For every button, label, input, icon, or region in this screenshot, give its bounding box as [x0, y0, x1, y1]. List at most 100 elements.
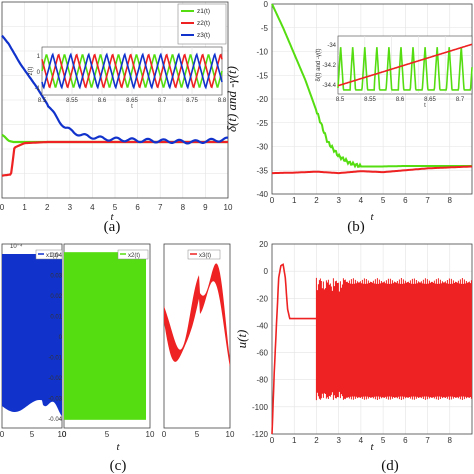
- chart-a-frame: [1, 1, 229, 199]
- chart-c-ytick: 0.04: [50, 253, 62, 259]
- chart-b-frame: [271, 3, 473, 195]
- chart-b-xtick: 4: [359, 196, 364, 205]
- series-red-band: [315, 277, 472, 401]
- series-blue-band: [2, 254, 62, 417]
- chart-d-ytick: -80: [256, 376, 268, 385]
- chart-b-inset-xtick: 8.55: [364, 97, 376, 103]
- chart-b-xtick: 6: [403, 196, 408, 205]
- chart-b-ytick: -15: [256, 71, 268, 80]
- chart-a-inset-xtick: 8.75: [186, 98, 198, 104]
- series-red-line: [272, 165, 472, 175]
- chart-c-panel-xtick: 0: [0, 430, 5, 439]
- chart-a-xtick: 1: [22, 203, 27, 212]
- chart-c-xlabel: t: [116, 441, 120, 453]
- chart-a-xtick: 0: [0, 203, 5, 212]
- chart-d-xtick: 6: [403, 436, 408, 445]
- chart-a-inset-ytick: -1: [35, 86, 41, 92]
- chart-b-ytick: -25: [256, 119, 268, 128]
- inset-series-red: [41, 53, 223, 89]
- chart-d-xtick: 4: [359, 436, 364, 445]
- chart-d-xtick: 7: [425, 436, 430, 445]
- chart-c-ytick: 0: [59, 335, 63, 341]
- chart-b-xtick: 2: [314, 196, 319, 205]
- chart-a-inset-ytick: 0: [37, 70, 41, 76]
- chart-c-panel-frame: [163, 243, 231, 429]
- caption-b: (b): [347, 219, 365, 235]
- chart-b-xlabel: t: [370, 211, 374, 223]
- chart-c-ytick: 0.03: [50, 274, 62, 280]
- chart-b: 0 1 2 3 4 5 6 7 8 0 -5 -10 -15 -20 -25 -30 -35 -40 t δ(t) a…: [224, 0, 473, 223]
- chart-d-xtick: 8: [448, 436, 453, 445]
- chart-a-xtick: 4: [90, 203, 95, 212]
- chart-b-inset-xlabel: t: [424, 103, 426, 109]
- chart-d-ytick: -120: [252, 430, 269, 439]
- legend-label: z3(t): [197, 32, 210, 39]
- chart-b-xtick: 8: [448, 196, 453, 205]
- chart-d-xtick: 0: [270, 436, 275, 445]
- chart-a-xtick: 8: [181, 203, 186, 212]
- inset-series-green: [41, 54, 223, 88]
- chart-c-legend-2: [117, 249, 149, 260]
- chart-b-ylabel: δ(t) and -γ(t): [224, 66, 239, 132]
- chart-b-xtick: 0: [270, 196, 275, 205]
- chart-d-frame: [271, 243, 473, 435]
- series-green-line: [271, 3, 472, 169]
- chart-a-inset-ytick: 1: [37, 54, 41, 60]
- chart-c-ytick: -0.01: [48, 355, 62, 361]
- chart-b-xtick: 7: [425, 196, 430, 205]
- chart-b-ytick: -5: [261, 24, 269, 33]
- chart-a-xtick: 2: [45, 203, 50, 212]
- chart-c-panel-xtick: 5: [30, 430, 35, 439]
- chart-b-inset-ytick: -34.4: [322, 83, 336, 89]
- chart-d: 0 1 2 3 4 5 6 7 8 20 0 -20 -40 -60 -80 -100 -120 t u(t): [234, 240, 473, 453]
- legend-label: x3(t): [199, 253, 211, 259]
- chart-c-ytick: -0.02: [48, 376, 62, 382]
- chart-d-xtick: 3: [336, 436, 341, 445]
- chart-b-ytick: -35: [256, 166, 268, 175]
- caption-d: (d): [381, 458, 399, 474]
- chart-d-xlabel: t: [370, 441, 374, 453]
- chart-b-xtick: 3: [336, 196, 341, 205]
- chart-c-panel-xtick: 10: [146, 430, 155, 439]
- chart-c-panel-xtick: 0: [162, 430, 167, 439]
- chart-d-ytick: -100: [252, 403, 269, 412]
- chart-c-legend-3: [187, 249, 221, 260]
- chart-b-inset-xtick: 8.5: [336, 97, 345, 103]
- chart-b-ytick: 0: [264, 0, 269, 9]
- chart-b-inset-ylabel: δ(t) and -γ(t): [316, 48, 322, 81]
- chart-c-exponent: 10⁻⁴: [10, 243, 23, 250]
- chart-d-xtick: 2: [314, 436, 319, 445]
- chart-a-inset-xtick: 8.7: [158, 98, 167, 104]
- inset-series-blue: [41, 52, 223, 90]
- legend-label: x2(t): [128, 253, 140, 259]
- caption-a: (a): [104, 219, 121, 235]
- chart-c-ytick: 0.01: [50, 315, 62, 321]
- chart-b-inset-ytick: -34.2: [322, 63, 336, 69]
- chart-a-inset-xtick: 8.65: [126, 98, 138, 104]
- chart-a-inset-xtick: 8.5: [38, 98, 47, 104]
- chart-c-panel-xtick: 5: [105, 430, 110, 439]
- chart-d-xtick: 5: [381, 436, 386, 445]
- chart-a-xtick: 6: [135, 203, 140, 212]
- chart-c-panel-xtick: 10: [58, 430, 67, 439]
- series-red-line: [271, 263, 317, 435]
- chart-a-xtick: 7: [158, 203, 163, 212]
- chart-a-xlabel: t: [110, 211, 114, 223]
- chart-d-xtick: 1: [292, 436, 297, 445]
- series-red-band: [164, 263, 230, 368]
- chart-d-ytick: -60: [256, 349, 268, 358]
- series-blue-line: [1, 34, 229, 145]
- chart-d-ytick: -40: [256, 321, 268, 330]
- chart-b-ytick: -20: [256, 95, 268, 104]
- chart-a-xtick: 5: [113, 203, 118, 212]
- chart-c-panel-xtick: 10: [226, 430, 235, 439]
- chart-b-inset-xtick: 8.7: [456, 97, 465, 103]
- chart-c-ytick: -0.04: [48, 417, 62, 423]
- legend-label: x1(t): [46, 253, 58, 259]
- inset-series-red: [337, 43, 473, 87]
- chart-b-xtick: 5: [381, 196, 386, 205]
- chart-b-ytick: -30: [256, 143, 268, 152]
- chart-b-ytick: -40: [256, 190, 268, 199]
- chart-a-xtick: 9: [203, 203, 208, 212]
- chart-a-xtick: 10: [224, 203, 233, 212]
